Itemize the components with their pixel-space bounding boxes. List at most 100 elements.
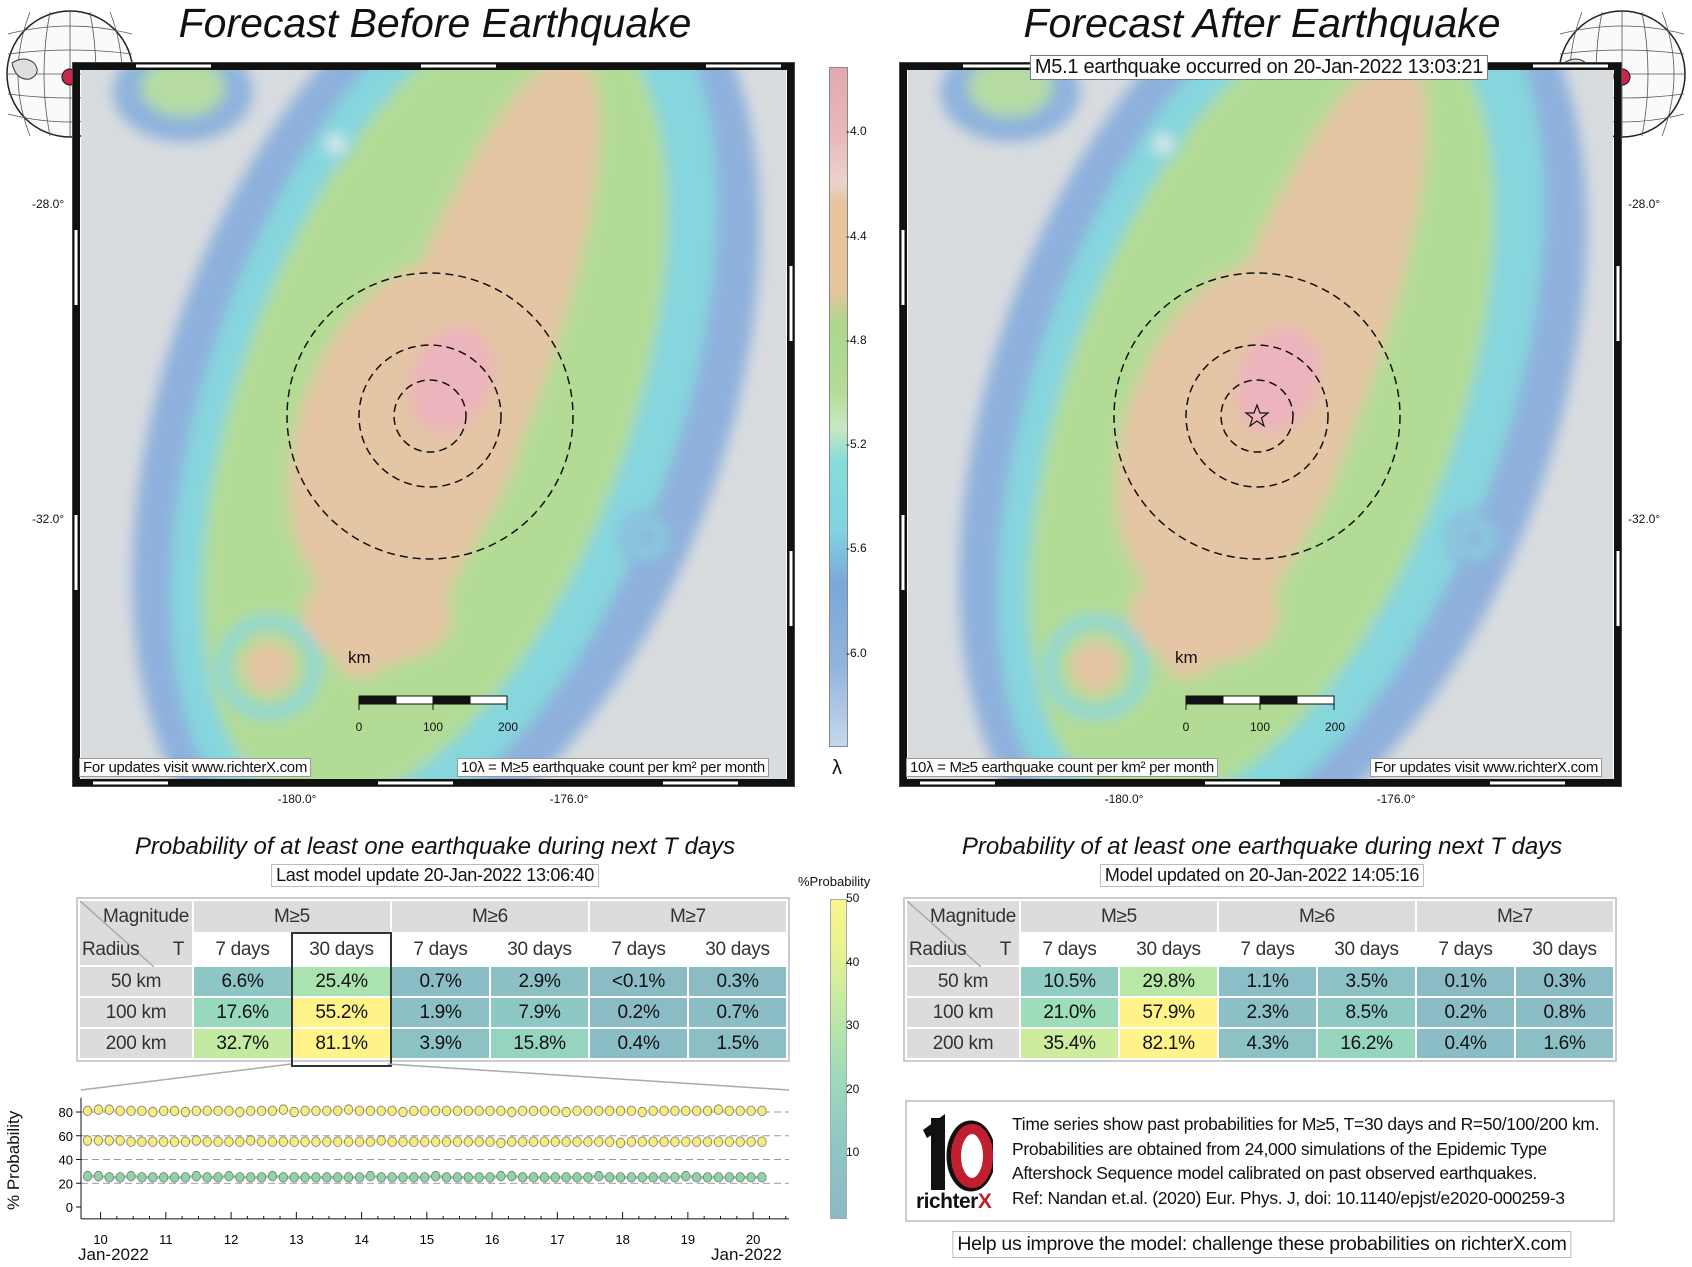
parallel	[7, 25, 133, 35]
data-point	[289, 1172, 299, 1183]
right-table-title: Probability of at least one earthquake d…	[961, 833, 1563, 860]
data-point	[681, 1105, 691, 1117]
data-point	[235, 1136, 245, 1147]
rate-map-before[interactable]	[72, 62, 795, 787]
magnitude-header: M≥5	[1019, 899, 1219, 934]
data-point	[148, 1136, 158, 1147]
period-header: 30 days	[291, 932, 392, 967]
data-point	[202, 1105, 212, 1117]
scale-unit: km	[348, 648, 371, 667]
probability-cell: 8.5%	[1316, 996, 1417, 1029]
data-point	[104, 1135, 114, 1146]
data-point	[626, 1105, 637, 1117]
table-row: 100 km 21.0% 57.9% 2.3% 8.5% 0.2% 0.8%	[905, 996, 1615, 1029]
data-point	[431, 1105, 441, 1117]
data-point	[256, 1136, 267, 1147]
data-point	[387, 1136, 397, 1147]
data-point	[757, 1172, 767, 1183]
data-point	[224, 1170, 234, 1182]
data-point	[420, 1136, 430, 1147]
probability-cell: 2.9%	[489, 965, 590, 998]
data-point	[702, 1105, 713, 1117]
x-tick-label: 16	[485, 1232, 499, 1247]
data-point	[180, 1172, 191, 1183]
rate-field	[113, 62, 760, 787]
data-point	[159, 1136, 169, 1147]
radius-circle-71	[1185, 344, 1329, 488]
data-point	[343, 1136, 354, 1147]
data-point	[463, 1136, 473, 1147]
probability-table-after: Magnitude Radius T M≥5 M≥6 M≥7 7 days 30 days…	[903, 897, 1617, 1062]
prob-colorbar-tick: 50	[846, 891, 860, 905]
period-header: 7 days	[588, 932, 689, 967]
scale-unit: km	[1175, 648, 1198, 667]
data-point	[398, 1136, 408, 1147]
probability-cell: 1.6%	[1514, 1027, 1615, 1060]
corner-magnitude-label: Magnitude	[929, 906, 1016, 927]
landmass	[11, 58, 38, 80]
data-point	[441, 1136, 452, 1147]
data-point	[300, 1136, 310, 1147]
scale-tick: 100	[422, 720, 444, 734]
probability-cell: 16.2%	[1316, 1027, 1417, 1060]
data-point	[322, 1172, 332, 1183]
map-frame-ticks	[74, 64, 793, 785]
lon-label: -176.0°	[1376, 792, 1416, 806]
info-line: Probabilities are obtained from 24,000 s…	[1012, 1138, 1547, 1159]
data-point	[496, 1137, 506, 1149]
data-point	[365, 1105, 375, 1117]
data-point	[169, 1136, 180, 1147]
data-point	[354, 1105, 365, 1117]
units-note: 10λ = M≥5 earthquake count per km² per m…	[906, 758, 1218, 777]
radius-cell: 100 km	[905, 996, 1021, 1029]
y-axis-label: % Probability	[4, 1110, 23, 1210]
data-point	[528, 1136, 539, 1147]
rate-colorbar-tick: -5.2	[846, 437, 867, 452]
rate-colorbar-tick: -4.8	[846, 332, 867, 347]
probability-cell: <0.1%	[588, 965, 689, 998]
table-corner: Magnitude Radius T	[905, 899, 1021, 967]
data-point	[322, 1136, 332, 1147]
right-map-title: Forecast After Earthquake	[1023, 0, 1501, 46]
rate-map-after[interactable]	[899, 62, 1622, 787]
data-point	[441, 1172, 452, 1183]
info-line: Aftershock Sequence model calibrated on …	[1012, 1163, 1537, 1183]
data-point	[191, 1105, 201, 1117]
scale-tick: 200	[1324, 720, 1346, 734]
data-point	[724, 1172, 734, 1183]
probability-cell: 7.9%	[489, 996, 590, 1029]
data-point	[104, 1172, 114, 1183]
units-note: 10λ = M≥5 earthquake count per km² per m…	[457, 758, 769, 777]
help-link[interactable]: Help us improve the model: challenge the…	[952, 1231, 1572, 1258]
right-table-update: Model updated on 20-Jan-2022 14:05:16	[1099, 864, 1425, 887]
updates-link[interactable]: For updates visit www.richterX.com	[79, 758, 312, 777]
data-point	[724, 1136, 734, 1147]
scale-bar	[1185, 695, 1335, 710]
data-point	[735, 1172, 745, 1183]
data-point	[169, 1172, 180, 1183]
richterx-logo-text: richterX	[916, 1190, 992, 1213]
magnitude-header: M≥7	[1415, 899, 1615, 934]
probability-cell: 21.0%	[1019, 996, 1120, 1029]
data-point	[354, 1136, 365, 1147]
data-point	[615, 1137, 626, 1149]
probability-table-before: Magnitude Radius T M≥5 M≥6 M≥7 7 days 30 days…	[76, 897, 790, 1062]
data-point	[180, 1136, 191, 1147]
data-point	[311, 1105, 321, 1117]
data-point	[387, 1172, 397, 1183]
data-point	[82, 1135, 93, 1146]
table-row: 100 km 17.6% 55.2% 1.9% 7.9% 0.2% 0.7%	[78, 996, 788, 1029]
data-point	[137, 1172, 147, 1183]
data-point	[289, 1106, 299, 1118]
data-point	[539, 1172, 549, 1183]
data-point	[246, 1172, 256, 1183]
data-point	[626, 1172, 637, 1183]
updates-link[interactable]: For updates visit www.richterX.com	[1370, 758, 1603, 777]
data-point	[496, 1105, 506, 1117]
table-row: 200 km 32.7% 81.1% 3.9% 15.8% 0.4% 1.5%	[78, 1027, 788, 1060]
y-tick-label: 40	[59, 1153, 73, 1168]
data-point	[594, 1170, 604, 1182]
x-tick-label: 18	[615, 1232, 629, 1247]
data-point	[322, 1105, 332, 1117]
